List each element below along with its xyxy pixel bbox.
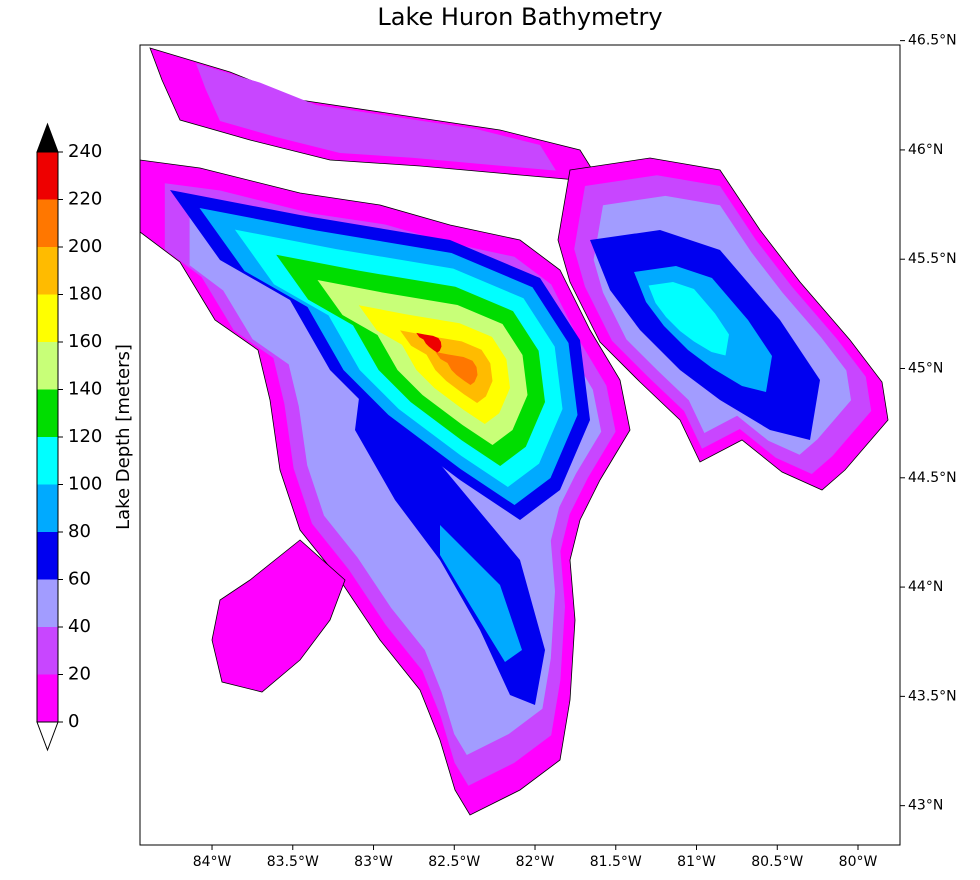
colorbar-segment [37,247,58,295]
x-tick-label: 80°W [839,854,878,870]
x-tick-label: 81.5°W [590,854,642,870]
colorbar-tick-label: 160 [68,331,102,352]
colorbar-segment [37,342,58,390]
colorbar-segment [37,532,58,580]
colorbar-segment [37,294,58,342]
colorbar-segment [37,579,58,627]
depth-band [400,330,493,403]
colorbar-tick-label: 180 [68,284,102,305]
colorbar-tick-label: 140 [68,379,102,400]
colorbar-tick-label: 40 [68,616,91,637]
y-tick-label: 44°N [908,579,943,595]
x-tick-label: 82°W [516,854,555,870]
x-tick-label: 82.5°W [428,854,480,870]
y-tick-label: 43.5°N [908,688,957,704]
y-tick-label: 45°N [908,360,943,376]
colorbar-segment [37,199,58,247]
y-tick-label: 43°N [908,798,943,814]
axes: 84°W 83.5°W 83°W 82.5°W 82°W 81.5°W 81°W 80.5°W… [193,33,957,870]
colorbar-tick-label: 0 [68,711,79,732]
colorbar-tick-label: 120 [68,426,102,447]
depth-band [196,63,556,171]
colorbar-tick-label: 80 [68,521,91,542]
colorbar-segment [37,437,58,485]
depth-band [416,332,442,353]
colorbar: 0 20 40 60 80 100 120 140 160 180 200 220 240 [36,122,102,752]
colorbar-tick-label: 20 [68,664,91,685]
colorbar-segment [37,674,58,722]
colorbar-label: Lake Depth [meters] [113,344,134,530]
y-tick-label: 46°N [908,142,943,158]
colorbar-segment [37,152,58,200]
colorbar-tick-label: 60 [68,569,91,590]
y-tick-label: 44.5°N [908,470,957,486]
x-tick-label: 80.5°W [751,854,803,870]
colorbar-tick-label: 200 [68,236,102,257]
y-tick-label: 45.5°N [908,251,957,267]
map-frame [139,44,901,846]
colorbar-extend-under [36,721,59,752]
map [140,47,889,816]
x-tick-label: 83°W [354,854,393,870]
colorbar-segment [37,627,58,675]
colorbar-tick-label: 240 [68,141,102,162]
depth-band [440,525,522,662]
colorbar-segment [37,389,58,437]
depth-band [435,352,478,385]
colorbar-segment [37,484,58,532]
colorbar-tick-label: 220 [68,189,102,210]
x-tick-label: 84°W [193,854,232,870]
depth-band [648,282,729,356]
x-tick-label: 81°W [677,854,716,870]
y-tick-label: 46.5°N [908,33,957,49]
colorbar-tick-label: 100 [68,474,102,495]
lake-shallow [211,539,346,693]
chart-title: Lake Huron Bathymetry [377,3,662,31]
x-tick-label: 83.5°W [267,854,319,870]
colorbar-extend-over [36,122,59,153]
